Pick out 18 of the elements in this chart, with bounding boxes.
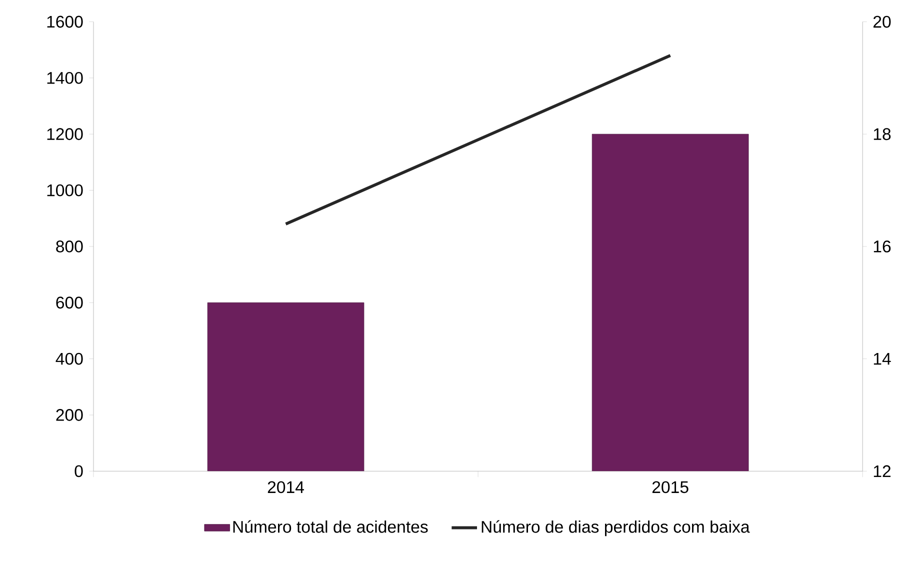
x-tick-label: 2014 [268,481,304,494]
y-tick-label: 1600 [47,16,83,28]
y-tick-label: 1400 [47,72,83,84]
y-tick-label: 800 [56,240,83,252]
legend-label: Número de dias perdidos com baixa [482,520,750,536]
y-tick-label: 600 [56,296,83,309]
y2-tick-label: 18 [874,128,891,140]
x-tick-label: 2015 [652,481,688,494]
y-tick-label: 200 [56,408,83,421]
y2-tick-label: 16 [874,240,891,252]
y-tick-label: 1200 [47,128,83,140]
y2-tick-label: 12 [874,465,890,477]
y2-tick-label: 14 [874,352,891,365]
y2-tick-label: 20 [873,16,891,28]
y-tick-label: 0 [74,465,83,478]
y-tick-label: 400 [56,352,83,365]
y-tick-label: 1000 [47,184,83,196]
legend-label: Número total de acidentes [233,520,428,533]
